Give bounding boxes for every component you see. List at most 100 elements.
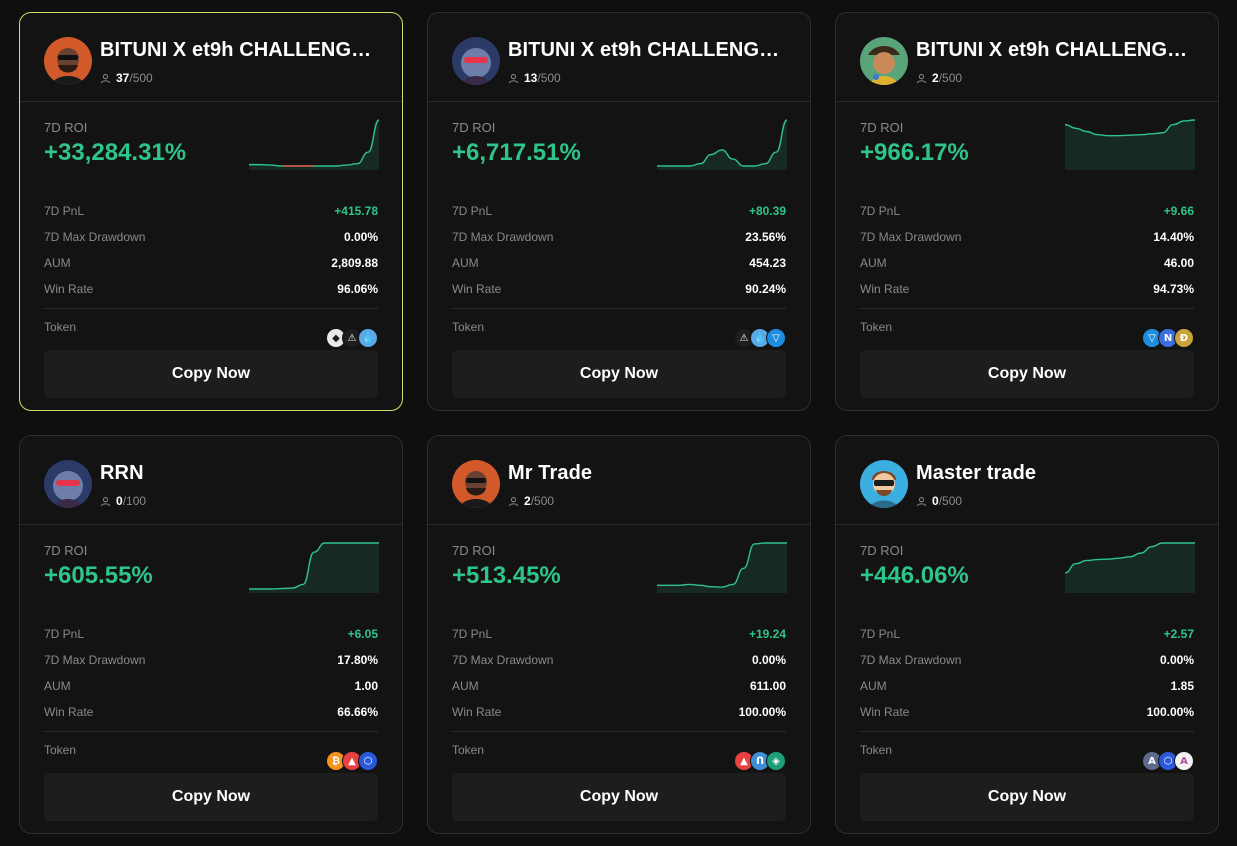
max-followers: /500 [938, 71, 963, 85]
cyborg-avatar[interactable] [44, 460, 92, 508]
trader-card[interactable]: Master trade 0/500 7D ROI +446.06% 7D Pn… [835, 435, 1219, 834]
user-icon [508, 496, 519, 506]
aum-row: AUM 46.00 [860, 250, 1194, 276]
sparkline-line [249, 542, 379, 590]
aum-label: AUM [452, 679, 479, 693]
roi-value: +605.55% [44, 562, 153, 589]
token-label: Token [860, 320, 893, 334]
copy-now-button[interactable]: Copy Now [860, 773, 1194, 821]
token-label: Token [44, 320, 77, 334]
copy-now-button[interactable]: Copy Now [44, 773, 378, 821]
roi-sparkline [249, 542, 379, 593]
card-header: RRN 0/100 [20, 436, 402, 525]
trader-name[interactable]: RRN [100, 462, 144, 484]
drawdown-label: 7D Max Drawdown [860, 653, 962, 667]
aum-value: 46.00 [1163, 256, 1194, 270]
trader-name[interactable]: Master trade [916, 462, 1037, 484]
droplet-token-icon: 💧 [358, 328, 378, 348]
sparkline-line [657, 542, 787, 588]
win-rate-value: 96.06% [337, 282, 378, 296]
sparkline-line [1065, 542, 1195, 574]
win-rate-value: 94.73% [1153, 282, 1194, 296]
sparkline-line [1065, 119, 1195, 137]
pnl-row: 7D PnL +2.57 [860, 621, 1194, 647]
copy-now-button[interactable]: Copy Now [452, 773, 786, 821]
win-rate-row: Win Rate 90.24% [452, 276, 786, 302]
aum-row: AUM 2,809.88 [44, 250, 378, 276]
aum-label: AUM [44, 256, 71, 270]
trader-name[interactable]: BITUNI X et9h CHALLENGE 5 [508, 39, 788, 61]
roi-label: 7D ROI [860, 543, 904, 558]
aum-value: 1.85 [1170, 679, 1194, 693]
roi-sparkline [657, 542, 787, 593]
cyberpunk-man-avatar[interactable] [452, 460, 500, 508]
drawdown-label: 7D Max Drawdown [452, 653, 554, 667]
roi-label: 7D ROI [860, 120, 904, 135]
drawdown-row: 7D Max Drawdown 0.00% [44, 224, 378, 250]
drawdown-value: 0.00% [751, 653, 786, 667]
cyborg-avatar[interactable] [452, 37, 500, 85]
aum-value: 454.23 [749, 256, 786, 270]
cyberpunk-man-avatar[interactable] [44, 37, 92, 85]
pnl-row: 7D PnL +6.05 [44, 621, 378, 647]
aum-row: AUM 1.00 [44, 673, 378, 699]
token-list: ◆ ⚠ 💧 [326, 328, 378, 348]
aum-value: 611.00 [749, 679, 786, 693]
token-label: Token [452, 743, 485, 757]
trader-name[interactable]: BITUNI X et9h CHALLENGE 6 [916, 39, 1196, 61]
trader-card[interactable]: BITUNI X et9h CHALLENGE 5 13/500 7D ROI … [427, 12, 811, 411]
pirate-avatar[interactable] [860, 37, 908, 85]
roi-value: +966.17% [860, 139, 969, 166]
roi-sparkline [1065, 119, 1195, 170]
chainlink-token-icon: ⬡ [358, 751, 378, 771]
follower-count: 13/500 [508, 71, 561, 85]
drawdown-label: 7D Max Drawdown [860, 230, 962, 244]
copy-now-button[interactable]: Copy Now [860, 350, 1194, 398]
aum-label: AUM [452, 256, 479, 270]
roi-label: 7D ROI [44, 543, 88, 558]
drawdown-label: 7D Max Drawdown [44, 230, 146, 244]
roi-label: 7D ROI [452, 120, 496, 135]
trader-card[interactable]: Mr Trade 2/500 7D ROI +513.45% 7D PnL +19… [427, 435, 811, 834]
glasses-man-avatar[interactable] [860, 460, 908, 508]
pnl-value: +19.24 [748, 627, 786, 641]
aum-label: AUM [860, 679, 887, 693]
roi-sparkline [249, 119, 379, 170]
aum-value: 1.00 [354, 679, 378, 693]
win-rate-row: Win Rate 94.73% [860, 276, 1194, 302]
roi-value: +446.06% [860, 562, 969, 589]
token-list: ▲ ᑎ ◈ [734, 751, 786, 771]
drawdown-value: 14.40% [1153, 230, 1194, 244]
avalanche-token-icon: ▲ [342, 751, 362, 771]
pnl-value: +415.78 [334, 204, 378, 218]
win-rate-row: Win Rate 100.00% [860, 699, 1194, 725]
copy-now-button[interactable]: Copy Now [44, 350, 378, 398]
follower-count: 37/500 [100, 71, 153, 85]
max-followers: /500 [530, 494, 555, 508]
user-icon [916, 73, 927, 83]
copy-now-button[interactable]: Copy Now [452, 350, 786, 398]
drawdown-row: 7D Max Drawdown 14.40% [860, 224, 1194, 250]
win-rate-row: Win Rate 96.06% [44, 276, 378, 302]
roi-sparkline [657, 119, 787, 170]
token-list: ▽ N Ð [1142, 328, 1194, 348]
win-rate-value: 90.24% [745, 282, 786, 296]
card-header: Mr Trade 2/500 [428, 436, 810, 525]
win-rate-label: Win Rate [44, 705, 94, 719]
trader-name[interactable]: Mr Trade [508, 462, 593, 484]
trader-card[interactable]: BITUNI X et9h CHALLENGE 6 2/500 7D ROI +… [835, 12, 1219, 411]
divider [44, 308, 378, 309]
win-rate-label: Win Rate [44, 282, 94, 296]
sparkline-line [657, 119, 787, 167]
trader-card[interactable]: BITUNI X et9h CHALLENGE 1 37/500 7D ROI … [19, 12, 403, 411]
token-label: Token [452, 320, 485, 334]
drawdown-row: 7D Max Drawdown 17.80% [44, 647, 378, 673]
aum-row: AUM 1.85 [860, 673, 1194, 699]
card-header: BITUNI X et9h CHALLENGE 5 13/500 [428, 13, 810, 102]
trader-card[interactable]: RRN 0/100 7D ROI +605.55% 7D PnL +6.05 7D… [19, 435, 403, 834]
divider [860, 731, 1194, 732]
roi-label: 7D ROI [452, 543, 496, 558]
drawdown-value: 17.80% [337, 653, 378, 667]
max-followers: /100 [122, 494, 147, 508]
trader-name[interactable]: BITUNI X et9h CHALLENGE 1 [100, 39, 380, 61]
